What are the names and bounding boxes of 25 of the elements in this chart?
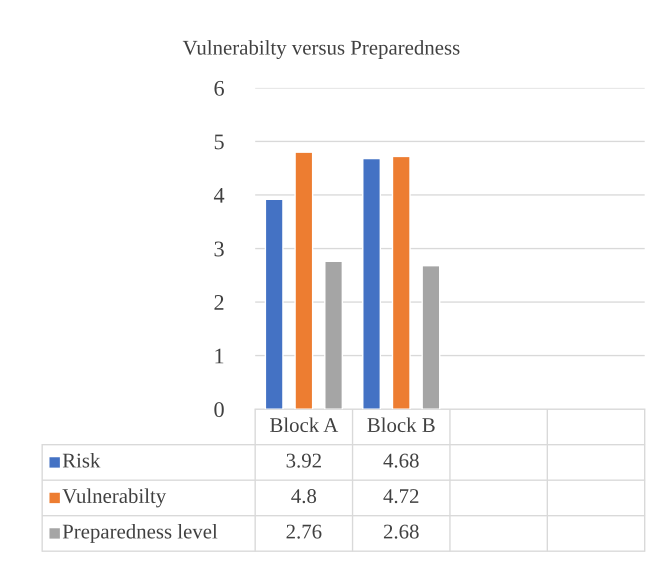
data-label: 4.72: [383, 489, 418, 504]
y-tick-label: 0: [214, 402, 224, 418]
y-tick-label: 3: [214, 242, 224, 256]
bar: [362, 158, 382, 410]
y-tick-label: 4: [214, 188, 224, 203]
legend-label: Risk: [62, 452, 100, 468]
y-tick-label: 1: [215, 348, 224, 364]
data-label: 3.92: [286, 454, 321, 468]
y-tick-label: 5: [214, 134, 224, 150]
x-tick-label: Block A: [270, 417, 338, 432]
y-tick-label: 6: [214, 80, 224, 96]
bar: [264, 198, 284, 410]
bar: [421, 264, 440, 410]
bar: [392, 156, 411, 410]
data-label: 2.76: [286, 524, 322, 539]
y-tick-label: 2: [214, 295, 224, 310]
data-label: 4.8: [291, 489, 316, 504]
data-label: 2.68: [384, 524, 419, 539]
data-label: 4.68: [383, 454, 419, 468]
x-tick-label: Block B: [367, 417, 435, 432]
bar: [294, 151, 314, 410]
bar: [324, 260, 344, 410]
legend-label: Preparedness level: [62, 524, 218, 543]
chart-title: Vulnerabilty versus Preparedness: [182, 40, 460, 60]
legend-label: Vulnerabilty: [62, 488, 166, 508]
